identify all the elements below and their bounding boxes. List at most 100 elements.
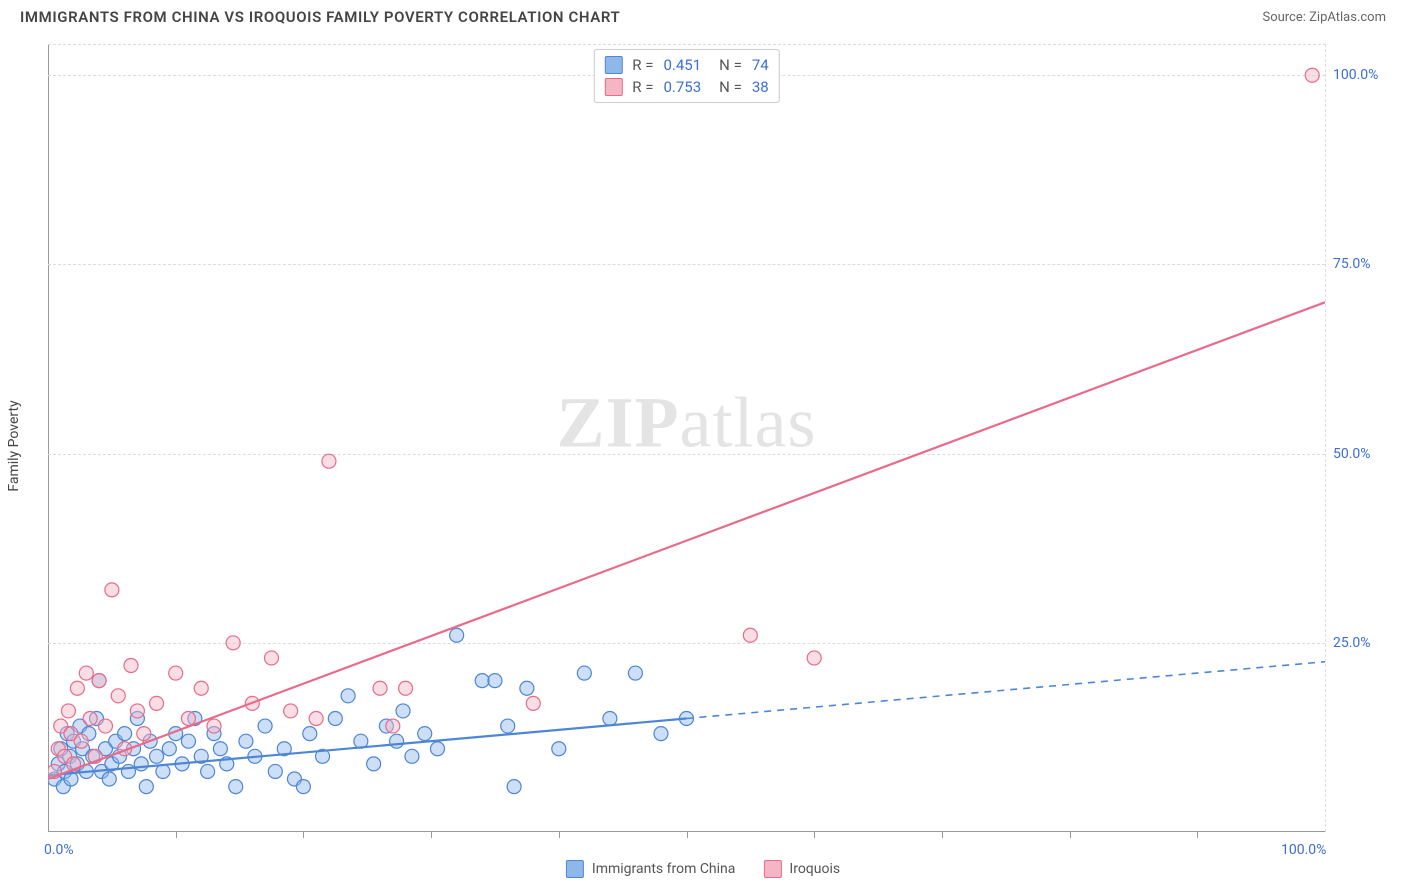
data-point bbox=[520, 681, 534, 695]
data-point bbox=[264, 651, 278, 665]
data-point bbox=[134, 757, 148, 771]
data-point bbox=[526, 696, 540, 710]
n-label: N = bbox=[719, 78, 742, 96]
data-point bbox=[181, 711, 195, 725]
data-point bbox=[507, 780, 521, 794]
data-point bbox=[226, 636, 240, 650]
data-point bbox=[399, 681, 413, 695]
data-point bbox=[194, 681, 208, 695]
data-point bbox=[1305, 68, 1319, 82]
data-point bbox=[74, 734, 88, 748]
legend-item: Iroquois bbox=[763, 860, 840, 878]
data-point bbox=[229, 780, 243, 794]
legend-stat-row: R =0.753N =38 bbox=[604, 76, 768, 98]
x-tick-label: 0.0% bbox=[44, 842, 74, 858]
source-label: Source: ZipAtlas.com bbox=[1262, 10, 1386, 25]
data-point bbox=[386, 719, 400, 733]
data-point bbox=[213, 742, 227, 756]
legend-swatch bbox=[566, 860, 584, 878]
data-point bbox=[162, 742, 176, 756]
x-tick-mark bbox=[942, 832, 943, 838]
legend-stat-row: R = 0.451 N = 74 bbox=[604, 54, 768, 76]
data-point bbox=[322, 454, 336, 468]
data-point bbox=[207, 719, 221, 733]
data-point bbox=[79, 666, 93, 680]
data-point bbox=[654, 727, 668, 741]
data-point bbox=[70, 681, 84, 695]
y-tick-label: 75.0% bbox=[1333, 256, 1393, 272]
data-point bbox=[552, 742, 566, 756]
data-point bbox=[150, 749, 164, 763]
chart-plot-area: ZIPatlas 25.0%50.0%75.0%100.0% 0.0%100.0… bbox=[48, 44, 1326, 832]
legend-item: Immigrants from China bbox=[566, 860, 736, 878]
data-point bbox=[577, 666, 591, 680]
x-tick-mark bbox=[176, 832, 177, 838]
trend-line bbox=[48, 302, 1325, 779]
data-point bbox=[405, 749, 419, 763]
x-tick-mark bbox=[814, 832, 815, 838]
data-point bbox=[105, 583, 119, 597]
data-point bbox=[373, 681, 387, 695]
data-point bbox=[475, 674, 489, 688]
legend-swatch bbox=[604, 56, 622, 74]
data-point bbox=[501, 719, 515, 733]
y-tick-label: 100.0% bbox=[1333, 67, 1393, 83]
x-tick-mark bbox=[431, 832, 432, 838]
data-point bbox=[139, 780, 153, 794]
chart-title: IMMIGRANTS FROM CHINA VS IROQUOIS FAMILY… bbox=[20, 8, 620, 26]
data-point bbox=[430, 742, 444, 756]
x-tick-mark bbox=[1197, 832, 1198, 838]
r-value: 0.451 bbox=[663, 56, 701, 74]
scatter-svg bbox=[48, 45, 1325, 832]
data-point bbox=[201, 764, 215, 778]
data-point bbox=[807, 651, 821, 665]
data-point bbox=[303, 727, 317, 741]
data-point bbox=[239, 734, 253, 748]
data-point bbox=[61, 704, 75, 718]
y-axis-label: Family Poverty bbox=[6, 400, 22, 491]
legend-swatch bbox=[604, 78, 622, 96]
data-point bbox=[296, 780, 310, 794]
x-tick-mark bbox=[1070, 832, 1071, 838]
correlation-legend: R = 0.451 N = 74R = 0.753 N = 38 bbox=[593, 49, 779, 103]
legend-label: Immigrants from China bbox=[592, 861, 736, 877]
x-tick-mark bbox=[303, 832, 304, 838]
trend-line-extrapolated bbox=[687, 662, 1326, 719]
data-point bbox=[111, 689, 125, 703]
legend-label: Iroquois bbox=[789, 861, 840, 877]
data-point bbox=[268, 764, 282, 778]
data-point bbox=[258, 719, 272, 733]
data-point bbox=[118, 727, 132, 741]
data-point bbox=[124, 659, 138, 673]
legend-swatch bbox=[763, 860, 781, 878]
data-point bbox=[603, 711, 617, 725]
data-point bbox=[743, 628, 757, 642]
series-legend: Immigrants from China Iroquois bbox=[566, 860, 840, 878]
data-point bbox=[83, 711, 97, 725]
data-point bbox=[309, 711, 323, 725]
data-point bbox=[628, 666, 642, 680]
data-point bbox=[390, 734, 404, 748]
r-value: 0.753 bbox=[663, 78, 701, 96]
data-point bbox=[450, 628, 464, 642]
y-tick-label: 25.0% bbox=[1333, 635, 1393, 651]
n-value: 74 bbox=[752, 56, 769, 74]
data-point bbox=[328, 711, 342, 725]
n-label: N = bbox=[719, 56, 742, 74]
x-tick-mark bbox=[559, 832, 560, 838]
data-point bbox=[102, 772, 116, 786]
r-label: R = bbox=[632, 56, 653, 74]
x-tick-label: 100.0% bbox=[1281, 842, 1326, 858]
data-point bbox=[150, 696, 164, 710]
data-point bbox=[396, 704, 410, 718]
data-point bbox=[418, 727, 432, 741]
y-tick-label: 50.0% bbox=[1333, 446, 1393, 462]
x-tick-mark bbox=[687, 832, 688, 838]
data-point bbox=[130, 704, 144, 718]
data-point bbox=[341, 689, 355, 703]
data-point bbox=[137, 727, 151, 741]
data-point bbox=[92, 674, 106, 688]
data-point bbox=[284, 704, 298, 718]
data-point bbox=[367, 757, 381, 771]
n-value: 38 bbox=[752, 78, 769, 96]
